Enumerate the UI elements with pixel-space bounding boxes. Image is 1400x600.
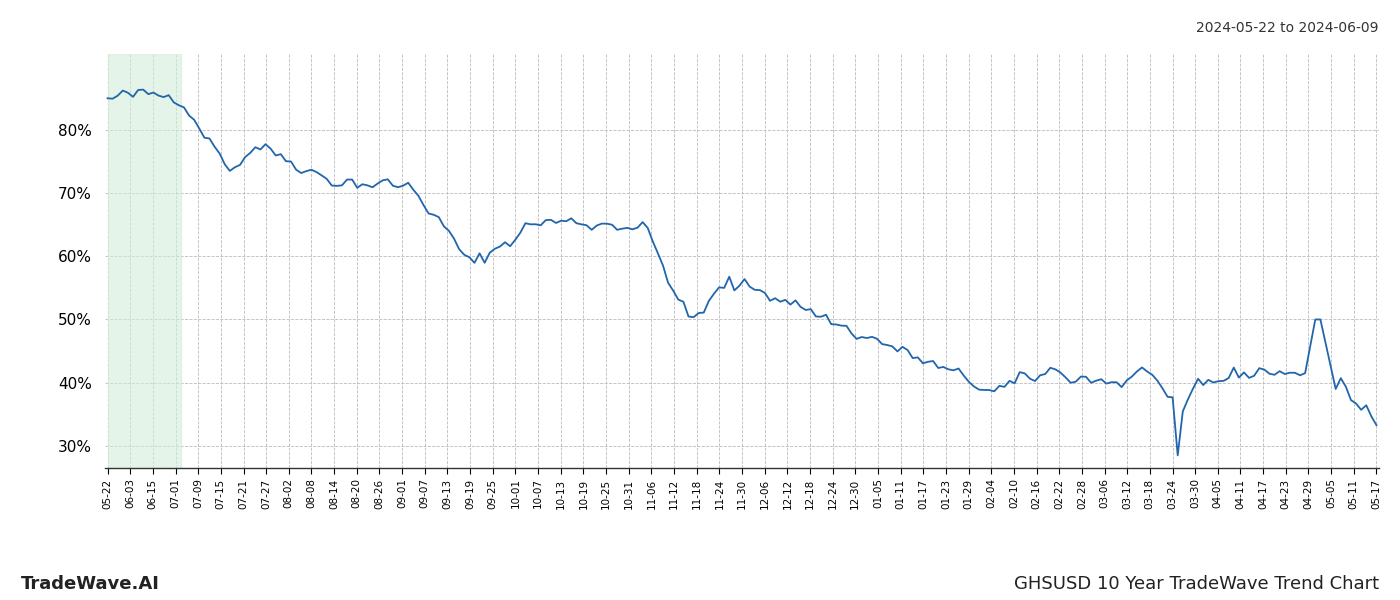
Text: GHSUSD 10 Year TradeWave Trend Chart: GHSUSD 10 Year TradeWave Trend Chart <box>1014 575 1379 593</box>
Text: 2024-05-22 to 2024-06-09: 2024-05-22 to 2024-06-09 <box>1197 21 1379 35</box>
Text: TradeWave.AI: TradeWave.AI <box>21 575 160 593</box>
Bar <box>108 54 182 468</box>
